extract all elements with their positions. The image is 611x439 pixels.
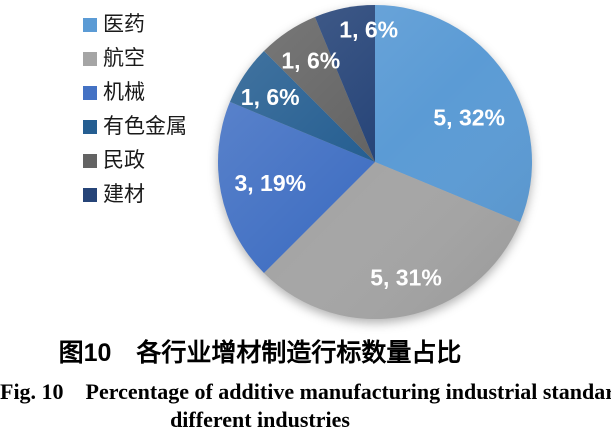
legend-label: 机械 <box>103 81 145 104</box>
legend-swatch <box>83 52 97 66</box>
figure-caption-en-line1: Fig. 10 Percentage of additive manufactu… <box>0 379 611 404</box>
legend-label: 医药 <box>103 13 145 36</box>
legend-label: 有色金属 <box>103 115 187 138</box>
pie-data-label: 5, 31% <box>370 265 442 291</box>
legend-label: 建材 <box>103 183 145 206</box>
pie-data-label: 3, 19% <box>234 170 306 196</box>
legend-swatch <box>83 154 97 168</box>
pie-data-label: 1, 6% <box>339 17 398 43</box>
legend-item-5: 民政 <box>83 150 187 172</box>
figure-caption-zh: 图10 各行业增材制造行标数量占比 <box>58 339 462 367</box>
pie-data-label: 1, 6% <box>241 84 300 110</box>
legend-swatch <box>83 120 97 134</box>
pie-sheen-overlay <box>218 5 532 319</box>
legend-swatch <box>83 188 97 202</box>
legend-item-3: 机械 <box>83 82 187 104</box>
legend-swatch <box>83 18 97 32</box>
legend-label: 航空 <box>103 47 145 70</box>
pie-chart: 5, 32% 5, 31% 3, 19% 1, 6% 1, 6% 1, 6% <box>216 3 536 329</box>
legend-swatch <box>83 86 97 100</box>
pie-chart-svg: 5, 32% 5, 31% 3, 19% 1, 6% 1, 6% 1, 6% <box>217 5 533 320</box>
legend-item-2: 航空 <box>83 48 187 70</box>
legend-item-6: 建材 <box>83 184 187 206</box>
legend-item-1: 医药 <box>83 14 187 36</box>
pie-data-label: 1, 6% <box>281 48 340 74</box>
legend: 医药航空机械有色金属民政建材 <box>83 14 187 206</box>
figure-caption-en-line2: different industries <box>170 407 350 432</box>
legend-label: 民政 <box>103 149 145 172</box>
pie-data-label: 5, 32% <box>433 104 505 130</box>
legend-item-4: 有色金属 <box>83 116 187 138</box>
